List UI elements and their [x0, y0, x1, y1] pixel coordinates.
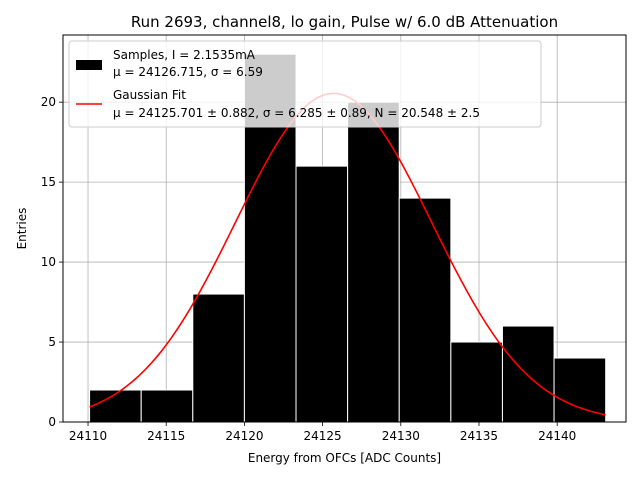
y-tick-label: 20: [41, 95, 56, 109]
x-tick-label: 24120: [225, 429, 263, 443]
histogram-bar: [347, 101, 400, 423]
y-tick-label: 0: [48, 415, 56, 429]
x-axis-label: Energy from OFCs [ADC Counts]: [248, 451, 441, 465]
legend-label-samples-stats: μ = 24126.715, σ = 6.59: [113, 65, 263, 79]
legend-box: [68, 40, 542, 128]
histogram-bar: [450, 341, 503, 423]
axis-ticks: 24110 24115 24120 24125 24130 24135 24140 0 5 10 1…: [41, 95, 577, 443]
x-tick-label: 24110: [69, 429, 107, 443]
histogram-bar: [295, 165, 349, 423]
x-tick-label: 24140: [538, 429, 576, 443]
legend-label-fit-stats: μ = 24125.701 ± 0.882, σ = 6.285 ± 0.89,…: [113, 106, 480, 120]
x-tick-label: 24135: [460, 429, 498, 443]
legend-swatch-samples: [76, 60, 102, 70]
y-tick-label: 10: [41, 255, 56, 269]
histogram-bar: [553, 357, 607, 423]
histogram-bar: [398, 197, 452, 423]
legend-label-samples: Samples, I = 2.1535mA: [113, 48, 256, 62]
histogram-bar: [89, 389, 142, 423]
plot-frame: [62, 34, 627, 423]
y-tick-label: 15: [41, 175, 56, 189]
y-tick-label: 5: [48, 335, 56, 349]
x-tick-label: 24130: [382, 429, 420, 443]
y-axis-label: Entries: [15, 208, 29, 250]
x-tick-label: 24125: [304, 429, 342, 443]
histogram-bar: [192, 293, 245, 423]
chart-title: Run 2693, channel8, lo gain, Pulse w/ 6.…: [131, 13, 558, 31]
x-tick-label: 24115: [147, 429, 185, 443]
legend: Samples, I = 2.1535mA μ = 24126.715, σ =…: [68, 40, 542, 128]
histogram-bar: [140, 389, 194, 423]
legend-label-fit: Gaussian Fit: [113, 88, 186, 102]
histogram-bar: [501, 325, 555, 423]
